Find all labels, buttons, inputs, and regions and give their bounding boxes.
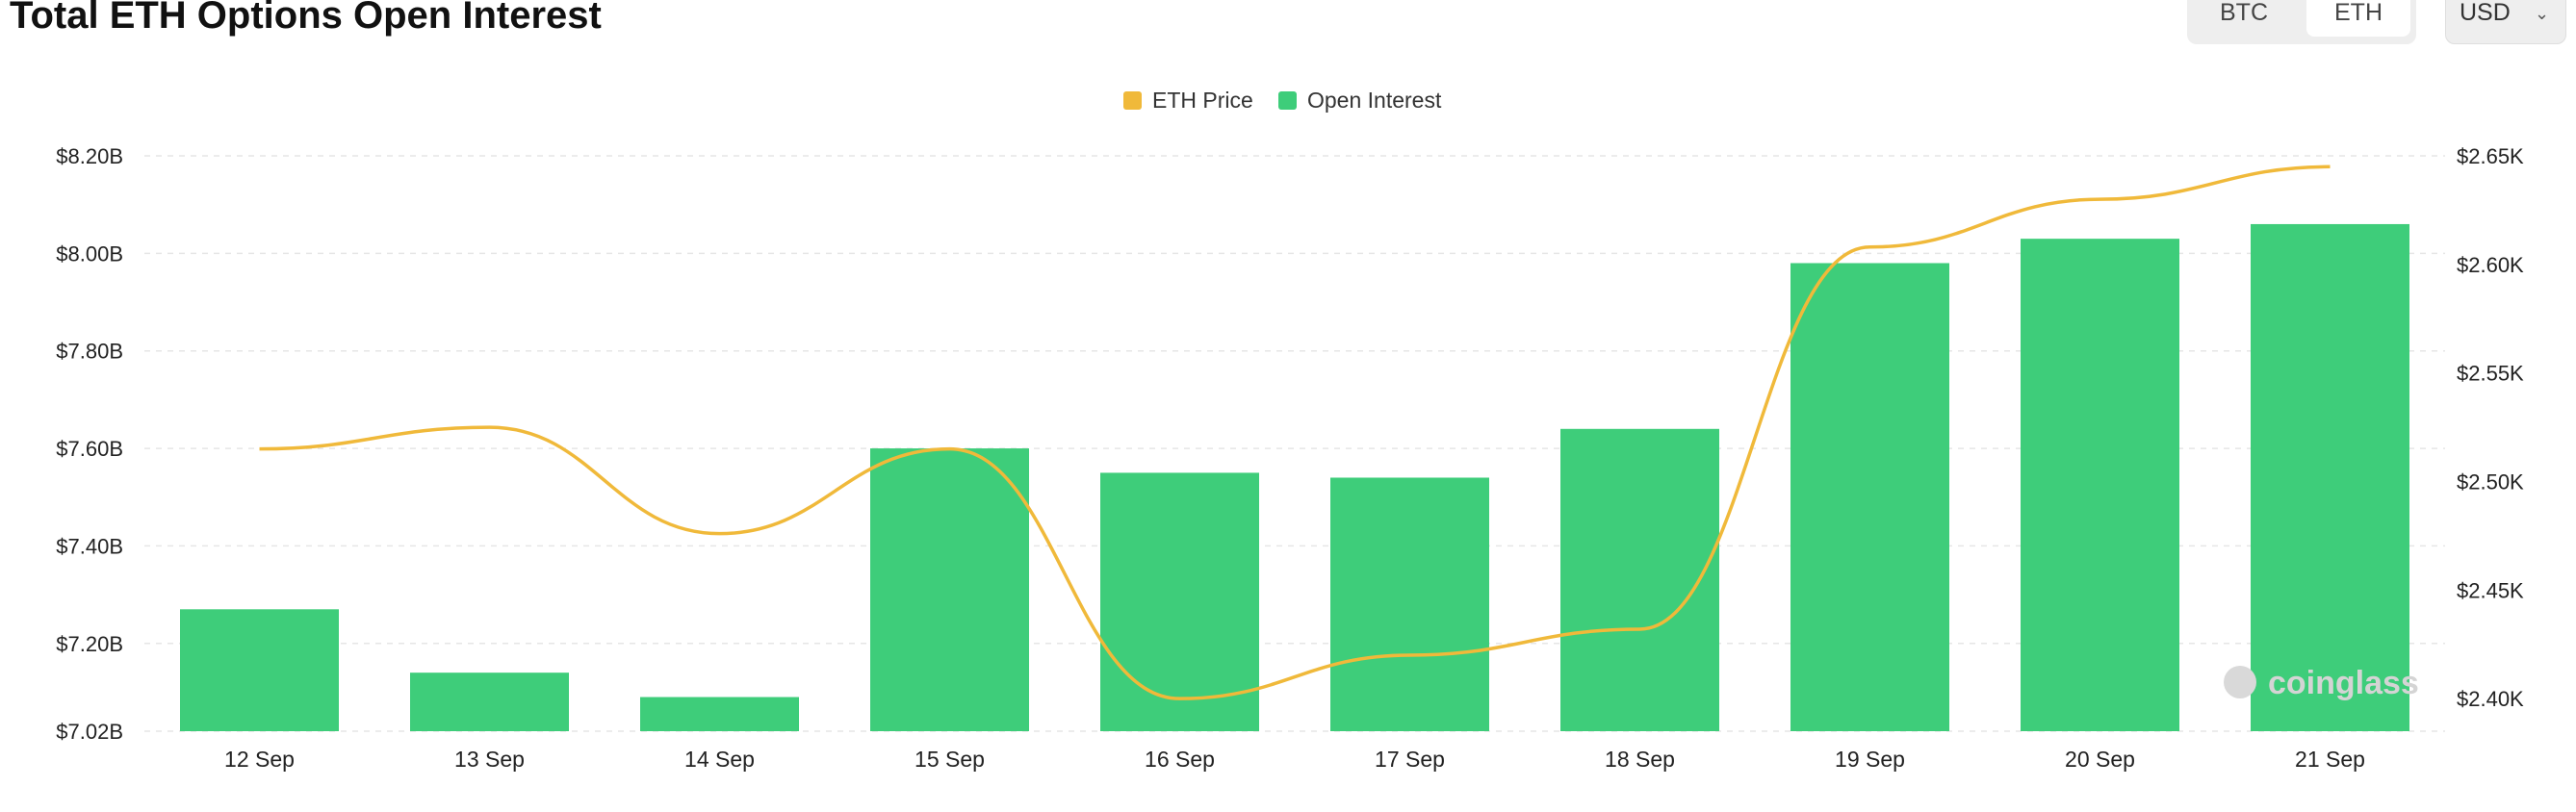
left-axis: $7.02B $7.20B $7.40B $7.60B $7.80B $8.00B $8.2… — [56, 144, 123, 744]
y-left-tick-label: $8.00B — [56, 241, 123, 266]
right-axis: $2.40K $2.45K $2.50K $2.55K $2.60K $2.65K — [2457, 144, 2524, 711]
y-right-tick-label: $2.40K — [2457, 687, 2524, 711]
x-tick-label: 14 Sep — [684, 747, 755, 772]
x-tick-label: 19 Sep — [1835, 747, 1905, 772]
y-left-tick-label: $7.02B — [56, 720, 123, 744]
y-right-tick-label: $2.60K — [2457, 253, 2524, 277]
coinglass-logo-icon — [2224, 666, 2256, 698]
watermark: coinglass — [2224, 665, 2419, 701]
y-right-tick-label: $2.65K — [2457, 144, 2524, 168]
open-interest-bar[interactable] — [1560, 428, 1719, 731]
eth-price-series-line — [259, 165, 2331, 700]
x-tick-label: 18 Sep — [1605, 747, 1675, 772]
open-interest-bar[interactable] — [180, 609, 339, 731]
open-interest-bar[interactable] — [1100, 472, 1259, 731]
x-tick-label: 20 Sep — [2065, 747, 2135, 772]
open-interest-bar[interactable] — [870, 448, 1029, 731]
chart-title: Total ETH Options Open Interest — [10, 0, 602, 37]
chevron-up-down-icon: ⌃ ⌄ — [2535, 0, 2550, 23]
y-left-tick-label: $7.40B — [56, 534, 123, 558]
open-interest-bar[interactable] — [640, 697, 799, 731]
open-interest-bar[interactable] — [1790, 263, 1949, 731]
legend: ETH Price Open Interest — [1123, 88, 1442, 113]
x-tick-label: 16 Sep — [1145, 747, 1215, 772]
open-interest-bars — [180, 223, 2409, 732]
x-tick-label: 13 Sep — [454, 747, 525, 772]
x-tick-label: 15 Sep — [914, 747, 985, 772]
y-left-tick-label: $8.20B — [56, 144, 123, 168]
y-left-tick-label: $7.60B — [56, 437, 123, 461]
legend-open-interest-swatch[interactable] — [1278, 91, 1297, 110]
x-tick-label: 17 Sep — [1375, 747, 1445, 772]
eth-tab[interactable]: ETH — [2306, 0, 2410, 37]
y-left-tick-label: $7.20B — [56, 632, 123, 656]
legend-open-interest-label[interactable]: Open Interest — [1307, 88, 1442, 113]
y-right-tick-label: $2.50K — [2457, 469, 2524, 494]
legend-eth-price-label[interactable]: ETH Price — [1152, 88, 1253, 113]
legend-eth-price-swatch[interactable] — [1123, 91, 1142, 110]
open-interest-bar[interactable] — [2021, 239, 2179, 732]
open-interest-bar[interactable] — [410, 672, 569, 731]
y-right-tick-label: $2.55K — [2457, 362, 2524, 386]
y-right-tick-label: $2.45K — [2457, 578, 2524, 602]
y-left-tick-label: $7.80B — [56, 340, 123, 364]
x-tick-label: 21 Sep — [2295, 747, 2365, 772]
x-axis: 12 Sep 13 Sep 14 Sep 15 Sep 16 Sep 17 Sep 18 S… — [224, 747, 2365, 772]
currency-select[interactable]: USD ⌃ ⌄ — [2445, 0, 2566, 44]
open-interest-bar[interactable] — [2251, 223, 2409, 731]
open-interest-bar[interactable] — [1330, 477, 1489, 731]
eth-price-line — [259, 165, 2331, 700]
asset-toggle: BTC ETH — [2187, 0, 2416, 44]
watermark-text: coinglass — [2268, 665, 2419, 701]
x-tick-label: 12 Sep — [224, 747, 295, 772]
currency-value: USD — [2460, 0, 2511, 26]
btc-tab[interactable]: BTC — [2220, 0, 2268, 26]
